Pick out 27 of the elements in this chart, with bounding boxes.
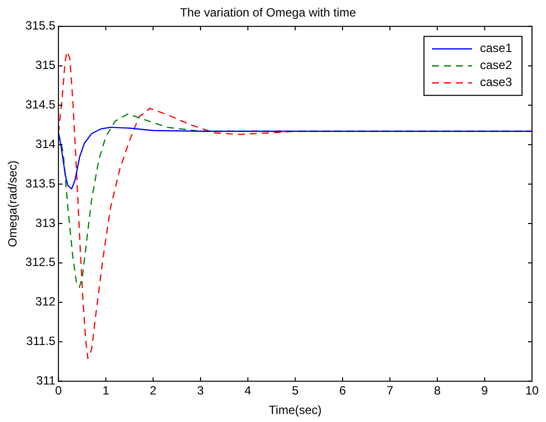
x-tick-label: 3 [197,384,204,398]
y-tick-label: 314 [35,136,56,151]
y-tick-label: 311 [36,374,56,388]
legend-label: case3 [480,75,512,90]
y-tick-label: 315 [35,58,56,72]
y-tick-label: 315.5 [25,18,56,33]
x-tick-label: 9 [481,384,488,398]
y-tick-label: 313 [35,216,56,230]
x-tick-label: 8 [434,384,441,398]
y-tick-label: 312 [35,294,56,309]
x-axis-title: Time(sec) [268,403,322,418]
y-axis-title: Omega(rad/sec) [6,160,20,248]
y-tick-label: 314.5 [25,98,56,112]
x-tick-label: 5 [292,384,299,398]
chart-title: The variation of Omega with time [180,6,356,20]
x-tick-label: 7 [386,384,394,398]
y-tick-label: 313.5 [25,176,56,190]
x-tick-label: 10 [525,384,539,398]
legend-label: case1 [480,41,512,56]
y-tick-label: 311.5 [26,334,56,348]
legend-label: case2 [480,58,512,72]
x-tick-label: 0 [55,384,62,398]
x-tick-label: 4 [244,384,252,398]
y-tick-label: 312.5 [25,255,56,270]
x-tick-label: 1 [102,384,110,398]
x-tick-label: 2 [150,384,157,398]
x-tick-label: 6 [339,384,346,398]
